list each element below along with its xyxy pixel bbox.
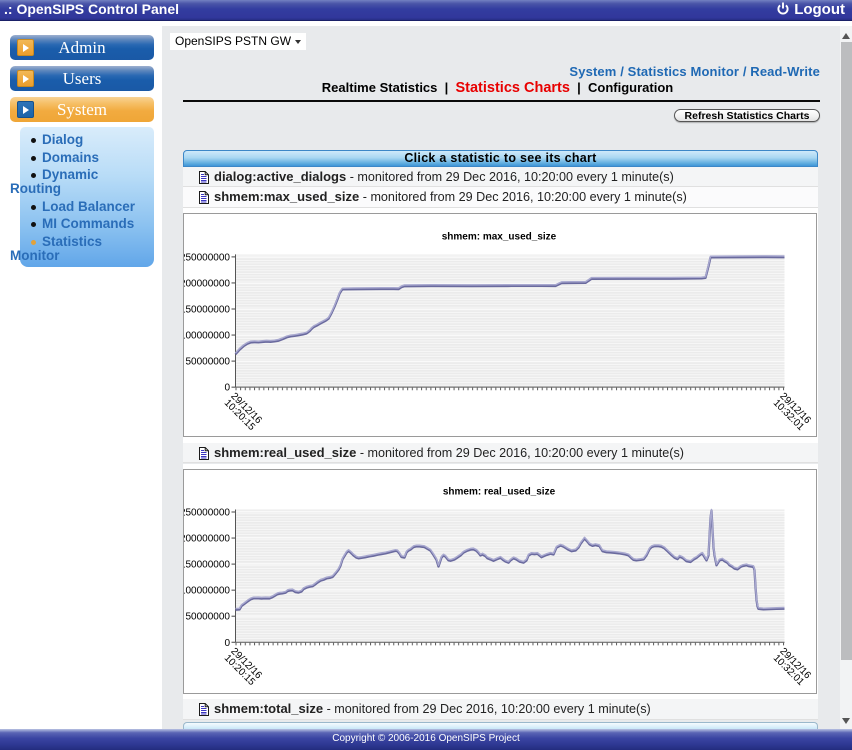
svg-text:0: 0 [224,637,230,648]
svg-text:0: 0 [224,383,230,394]
svg-text:shmem: real_used_size: shmem: real_used_size [443,486,556,497]
svg-text:100000000: 100000000 [184,331,230,342]
svg-text:50000000: 50000000 [186,611,231,622]
svg-text:250000000: 250000000 [184,507,230,518]
svg-text:150000000: 150000000 [184,559,230,570]
svg-text:shmem: max_used_size: shmem: max_used_size [442,231,557,242]
svg-text:250000000: 250000000 [184,252,230,263]
svg-text:200000000: 200000000 [184,533,230,544]
svg-text:50000000: 50000000 [186,357,231,368]
svg-text:100000000: 100000000 [184,585,230,596]
svg-text:200000000: 200000000 [184,278,230,289]
svg-text:150000000: 150000000 [184,305,230,316]
